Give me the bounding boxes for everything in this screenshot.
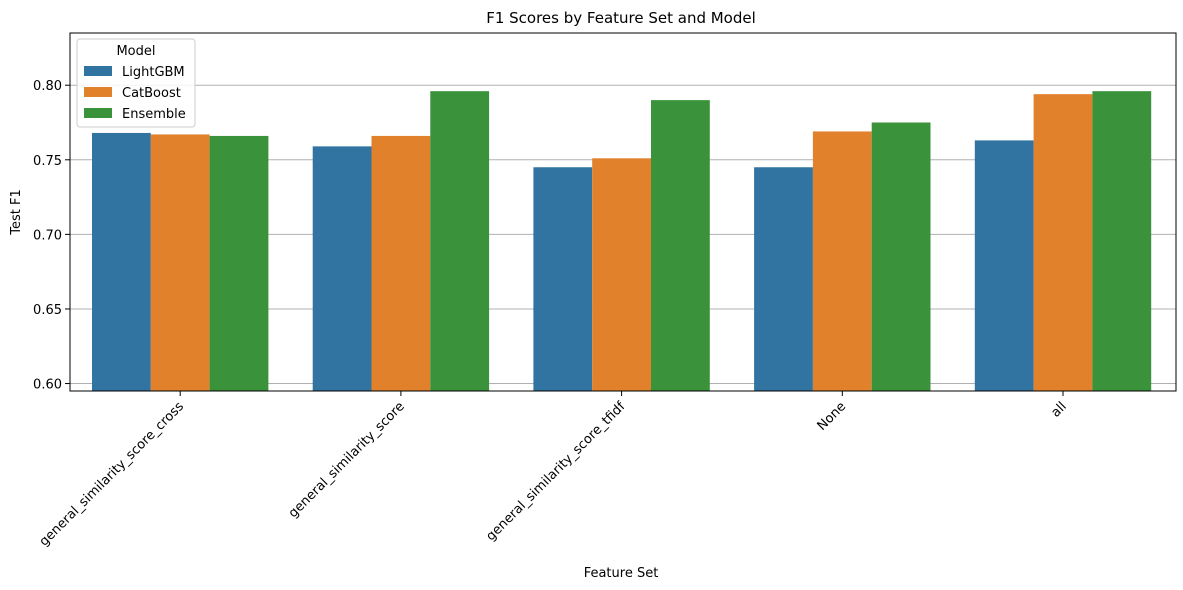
bar-catboost-0 — [150, 134, 210, 391]
bar-catboost-1 — [371, 135, 431, 391]
bar-ensemble-0 — [209, 135, 269, 391]
y-tick-label: 0.60 — [33, 378, 62, 393]
x-axis-title: Feature Set — [584, 566, 659, 581]
bar-ensemble-1 — [430, 91, 490, 392]
legend-label-ensemble: Ensemble — [122, 107, 186, 122]
legend-swatch-catboost — [84, 87, 112, 97]
y-tick-label: 0.70 — [33, 228, 62, 243]
bar-lightgbm-4 — [974, 140, 1034, 391]
legend-items: LightGBM CatBoost Ensemble — [84, 65, 186, 122]
bar-ensemble-3 — [871, 122, 931, 391]
x-tick-label: None — [815, 399, 850, 434]
x-tick-label: all — [1048, 399, 1069, 420]
plot-frame — [69, 32, 1177, 392]
bar-lightgbm-3 — [754, 167, 813, 391]
bar-catboost-4 — [1033, 94, 1093, 392]
x-axis-ticks: general_similarity_score_cross general_si… — [37, 391, 1070, 550]
legend: Model LightGBM CatBoost Ensemble — [76, 38, 196, 128]
bar-lightgbm-0 — [92, 132, 151, 392]
legend-swatch-lightgbm — [84, 66, 112, 76]
legend-title: Model — [116, 44, 155, 59]
x-tick-label: general_similarity_score_cross — [37, 399, 187, 549]
chart-title: F1 Scores by Feature Set and Model — [486, 9, 756, 27]
y-tick-label: 0.80 — [33, 79, 62, 94]
bars — [92, 91, 1152, 392]
bar-lightgbm-2 — [533, 167, 593, 391]
bar-ensemble-4 — [1092, 91, 1152, 392]
legend-label-catboost: CatBoost — [122, 86, 181, 101]
legend-swatch-ensemble — [84, 108, 112, 118]
bar-catboost-3 — [812, 131, 872, 391]
y-tick-label: 0.65 — [33, 303, 62, 318]
bar-ensemble-2 — [651, 100, 710, 391]
x-tick-label: general_similarity_score_tfidf — [484, 399, 629, 544]
y-tick-label: 0.75 — [33, 154, 62, 169]
legend-label-lightgbm: LightGBM — [122, 65, 185, 80]
bar-lightgbm-1 — [312, 146, 372, 391]
y-axis-title: Test F1 — [9, 189, 24, 235]
bar-catboost-2 — [592, 158, 651, 391]
legend-box — [76, 38, 196, 128]
y-axis-ticks: 0.60 0.65 0.70 0.75 0.80 — [33, 79, 70, 393]
x-tick-label: general_similarity_score — [286, 399, 408, 521]
